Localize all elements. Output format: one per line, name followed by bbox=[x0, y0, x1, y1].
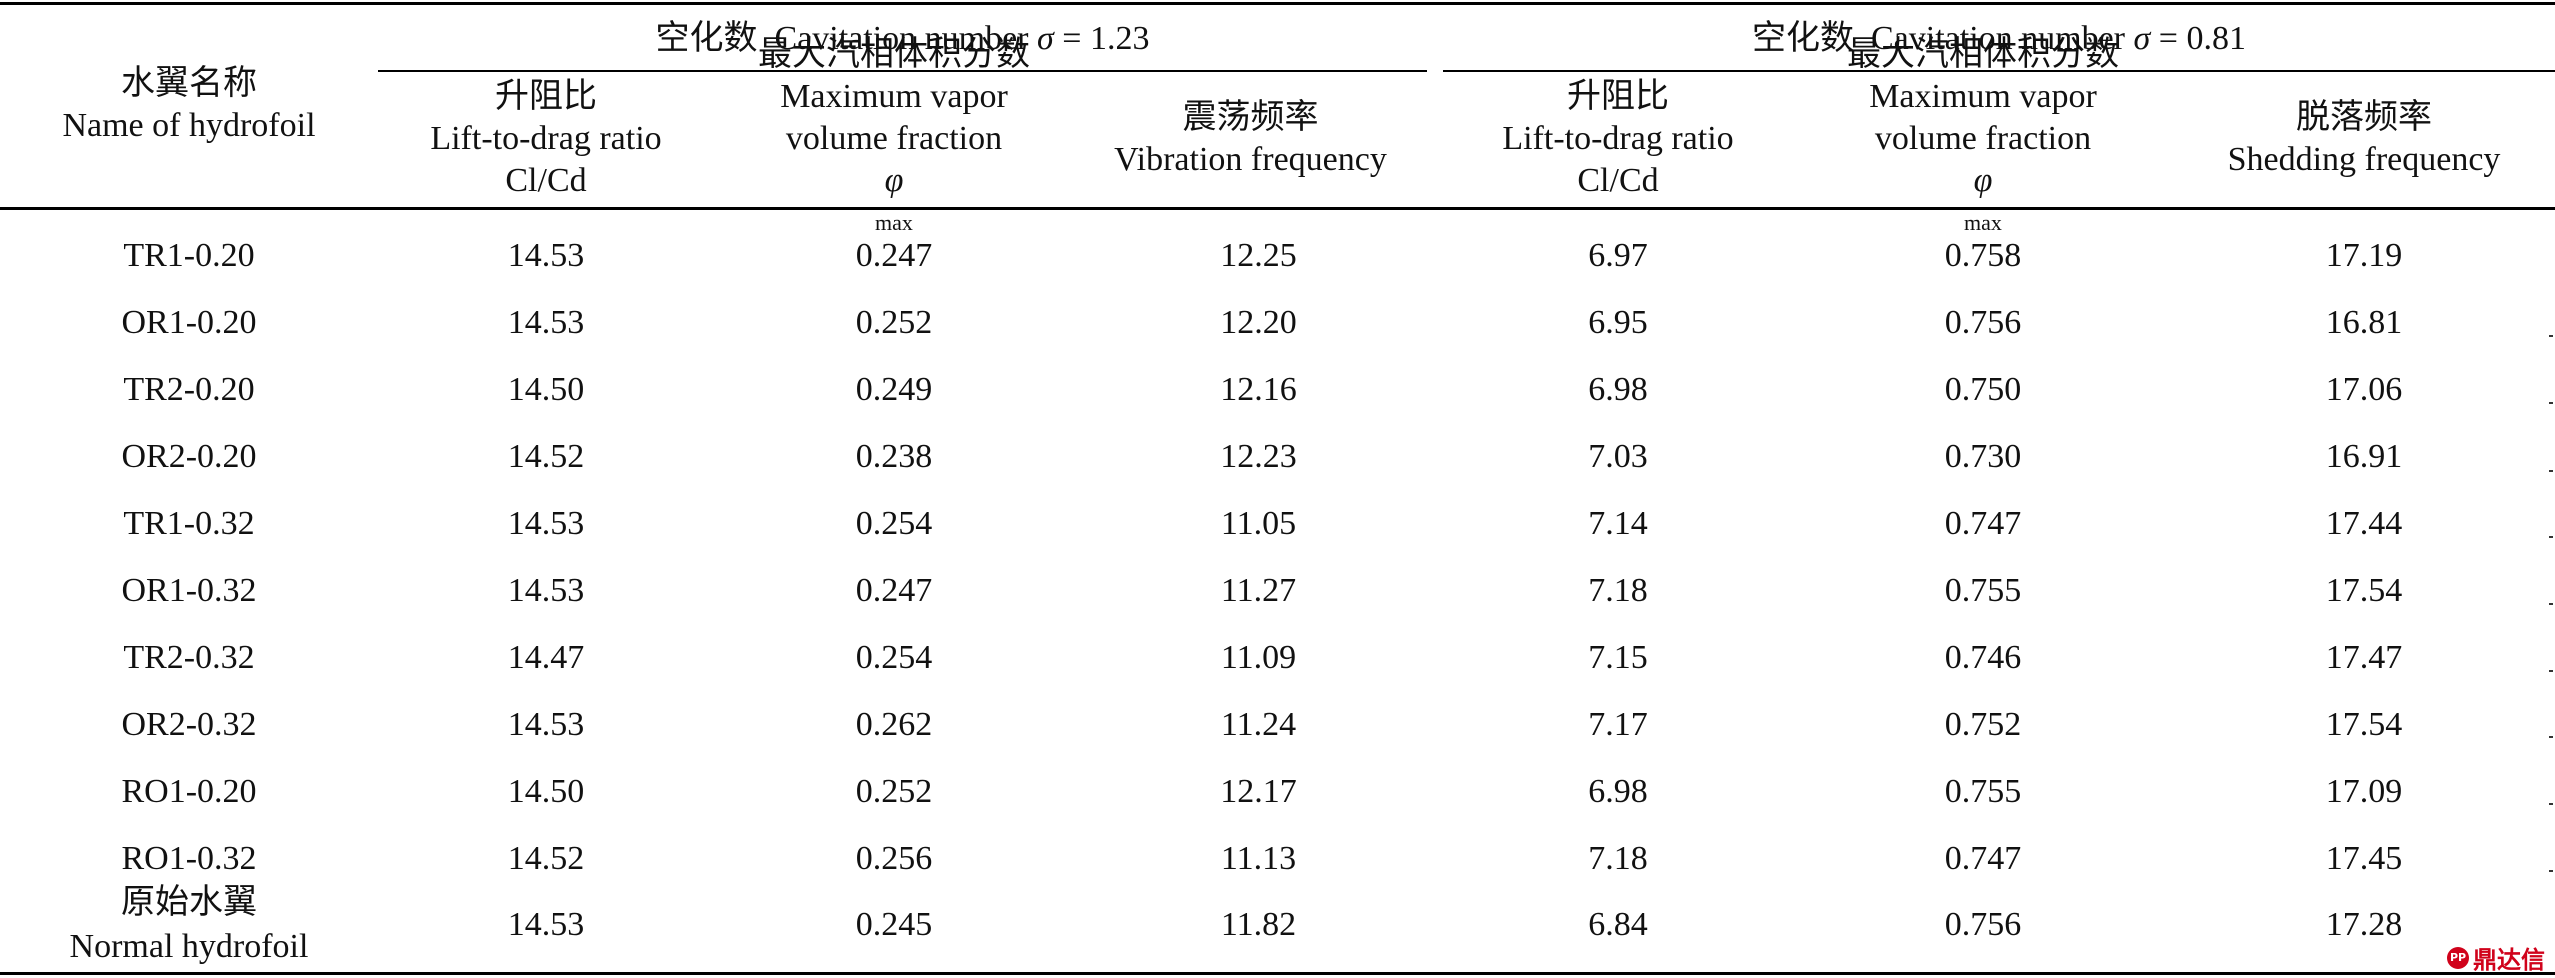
table-cell: 17.19 bbox=[2173, 222, 2555, 289]
edge-tick bbox=[2549, 603, 2553, 605]
data-table: 水翼名称 Name of hydrofoil 空化数 Cavitation nu… bbox=[0, 0, 2555, 978]
edge-tick bbox=[2549, 803, 2553, 805]
watermark-text: 鼎达信 bbox=[2473, 940, 2545, 975]
table-cell: 0.247 bbox=[714, 222, 1074, 289]
table-cell: 16.81 bbox=[2173, 289, 2555, 356]
table-cell: 0.238 bbox=[714, 423, 1074, 490]
table-cell: 12.25 bbox=[1074, 222, 1443, 289]
table-cell: 0.747 bbox=[1793, 490, 2173, 557]
seal-icon: PP bbox=[2447, 947, 2469, 969]
name-header-zh: 水翼名称 bbox=[121, 63, 257, 105]
table-cell: 6.84 bbox=[1443, 880, 1793, 970]
table-cell: 0.730 bbox=[1793, 423, 2173, 490]
table-cell: 11.05 bbox=[1074, 490, 1443, 557]
col-header-vapor-fraction-1: 最大汽相体积分数 Maximum vapor volume fraction φ… bbox=[714, 74, 1074, 204]
table-cell: 17.09 bbox=[2173, 758, 2555, 825]
table-cell: 7.14 bbox=[1443, 490, 1793, 557]
col-header-shedding-frequency: 脱落频率 Shedding frequency bbox=[2173, 74, 2555, 204]
table-cell: 7.18 bbox=[1443, 557, 1793, 624]
table-cell: 0.756 bbox=[1793, 880, 2173, 970]
table-cell: 0.262 bbox=[714, 691, 1074, 758]
table-cell: 0.254 bbox=[714, 490, 1074, 557]
edge-tick bbox=[2549, 536, 2553, 538]
table-cell: 14.53 bbox=[378, 691, 714, 758]
table-cell: 12.20 bbox=[1074, 289, 1443, 356]
table-cell: 14.53 bbox=[378, 557, 714, 624]
row-name: OR1-0.20 bbox=[0, 289, 378, 356]
name-column-header: 水翼名称 Name of hydrofoil bbox=[0, 60, 378, 150]
table-cell: 11.27 bbox=[1074, 557, 1443, 624]
row-name: TR1-0.20 bbox=[0, 222, 378, 289]
row-name: TR2-0.20 bbox=[0, 356, 378, 423]
row-name: RO1-0.20 bbox=[0, 758, 378, 825]
edge-tick bbox=[2549, 402, 2553, 404]
table-cell: 14.53 bbox=[378, 222, 714, 289]
table-cell: 6.98 bbox=[1443, 356, 1793, 423]
table-cell: 0.758 bbox=[1793, 222, 2173, 289]
table-cell: 7.03 bbox=[1443, 423, 1793, 490]
table-cell: 6.97 bbox=[1443, 222, 1793, 289]
table-cell: 17.47 bbox=[2173, 624, 2555, 691]
table-cell: 14.50 bbox=[378, 758, 714, 825]
table-cell: 17.54 bbox=[2173, 691, 2555, 758]
table-cell: 17.06 bbox=[2173, 356, 2555, 423]
table-cell: 11.24 bbox=[1074, 691, 1443, 758]
table-cell: 6.98 bbox=[1443, 758, 1793, 825]
table-cell: 11.09 bbox=[1074, 624, 1443, 691]
table-cell: 7.17 bbox=[1443, 691, 1793, 758]
table-cell: 17.44 bbox=[2173, 490, 2555, 557]
table-cell: 16.91 bbox=[2173, 423, 2555, 490]
name-header-en: Name of hydrofoil bbox=[62, 105, 315, 147]
row-name: OR1-0.32 bbox=[0, 557, 378, 624]
top-rule bbox=[0, 2, 2555, 5]
edge-tick bbox=[2549, 335, 2553, 337]
col-header-vapor-fraction-2: 最大汽相体积分数 Maximum vapor volume fraction φ… bbox=[1793, 74, 2173, 204]
row-name: TR2-0.32 bbox=[0, 624, 378, 691]
edge-tick bbox=[2549, 736, 2553, 738]
table-cell: 12.23 bbox=[1074, 423, 1443, 490]
col-header-lift-drag-1: 升阻比 Lift-to-drag ratio Cl/Cd bbox=[378, 74, 714, 204]
table-cell: 14.50 bbox=[378, 356, 714, 423]
table-cell: 12.17 bbox=[1074, 758, 1443, 825]
row-name: TR1-0.32 bbox=[0, 490, 378, 557]
table-cell: 0.252 bbox=[714, 758, 1074, 825]
table-cell: 11.82 bbox=[1074, 880, 1443, 970]
table-cell: 0.252 bbox=[714, 289, 1074, 356]
table-cell: 0.254 bbox=[714, 624, 1074, 691]
table-cell: 0.247 bbox=[714, 557, 1074, 624]
table-cell: 6.95 bbox=[1443, 289, 1793, 356]
table-cell: 0.746 bbox=[1793, 624, 2173, 691]
last-row-name: 原始水翼 Normal hydrofoil bbox=[0, 880, 378, 970]
edge-tick bbox=[2549, 470, 2553, 472]
table-cell: 0.750 bbox=[1793, 356, 2173, 423]
bottom-rule bbox=[0, 972, 2555, 975]
col-header-vibration-frequency: 震荡频率 Vibration frequency bbox=[1074, 74, 1427, 204]
table-cell: 0.752 bbox=[1793, 691, 2173, 758]
table-cell: 0.756 bbox=[1793, 289, 2173, 356]
col-header-lift-drag-2: 升阻比 Lift-to-drag ratio Cl/Cd bbox=[1443, 74, 1793, 204]
publisher-watermark: PP 鼎达信 bbox=[2447, 940, 2545, 975]
table-cell: 14.53 bbox=[378, 880, 714, 970]
table-cell: 14.53 bbox=[378, 289, 714, 356]
table-cell: 14.47 bbox=[378, 624, 714, 691]
table-cell: 14.53 bbox=[378, 490, 714, 557]
row-name: OR2-0.32 bbox=[0, 691, 378, 758]
table-cell: 0.245 bbox=[714, 880, 1074, 970]
edge-tick bbox=[2549, 870, 2553, 872]
row-name: OR2-0.20 bbox=[0, 423, 378, 490]
table-cell: 0.755 bbox=[1793, 758, 2173, 825]
table-cell: 7.15 bbox=[1443, 624, 1793, 691]
table-cell: 17.54 bbox=[2173, 557, 2555, 624]
table-cell: 14.52 bbox=[378, 423, 714, 490]
table-cell: 12.16 bbox=[1074, 356, 1443, 423]
table-cell: 0.249 bbox=[714, 356, 1074, 423]
header-bottom-rule bbox=[0, 207, 2555, 210]
edge-tick bbox=[2549, 670, 2553, 672]
table-cell: 0.755 bbox=[1793, 557, 2173, 624]
